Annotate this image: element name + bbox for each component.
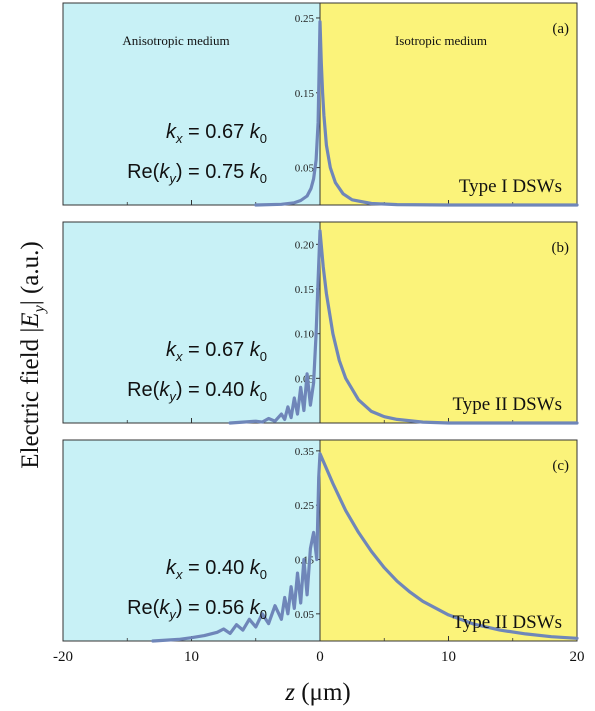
isotropic-region (320, 222, 577, 423)
kx-sub: x (175, 567, 183, 582)
re-ky-var: k (159, 161, 170, 183)
re-ky-parameter: Re(ky) = 0.56 k0 (127, 597, 267, 622)
anisotropic-label: Anisotropic medium (122, 33, 229, 48)
x-tick-labels: -20 10 0 10 20 (53, 649, 585, 665)
re-ky-sub: y (168, 607, 177, 622)
re-ky-open: Re( (127, 379, 160, 401)
y-axis-label-suffix: | (a.u.) (17, 241, 44, 305)
re-ky-unit: k (250, 597, 261, 619)
field-curve (228, 229, 579, 425)
y-axis-label-prefix: Electric field | (17, 328, 44, 469)
re-ky-unit: k (250, 379, 261, 401)
x-tick-label: 0 (316, 649, 324, 665)
panel-a: 0.05 0.15 0.25 (a) Anisotropic medium Isotrop… (62, 2, 579, 207)
x-tick-label: 10 (441, 649, 456, 665)
x-tick-label: -20 (53, 649, 73, 665)
y-tick-label: 0.05 (295, 373, 315, 385)
field-curve (151, 452, 579, 643)
re-ky-open: Re( (127, 161, 160, 183)
y-tick-label: 0.05 (295, 609, 315, 621)
kx-value: = 0.40 (182, 557, 249, 579)
y-tick-label: 0.05 (295, 163, 315, 175)
re-ky-sub: y (168, 389, 177, 404)
y-tick-label: 0.25 (295, 500, 315, 512)
kx-unit-sub: 0 (260, 567, 267, 582)
re-ky-var: k (159, 597, 170, 619)
y-tick-label: 0.10 (295, 329, 315, 341)
kx-sub: x (175, 131, 183, 146)
y-axis-label: Electric field |Ey| (a.u.) (17, 241, 48, 468)
re-ky-unit: k (250, 161, 261, 183)
kx-value: = 0.67 (182, 121, 249, 143)
panel-label: (b) (552, 240, 570, 256)
y-tick-label: 0.25 (295, 13, 315, 25)
re-ky-unit-sub: 0 (260, 389, 267, 404)
panel-label: (a) (552, 21, 569, 37)
y-tick-label: 0.35 (295, 446, 315, 458)
re-ky-open: Re( (127, 597, 160, 619)
x-axis-label-var: z (284, 679, 295, 706)
kx-value: = 0.67 (182, 339, 249, 361)
re-ky-parameter: Re(ky) = 0.75 k0 (127, 161, 267, 186)
re-ky-unit-sub: 0 (260, 171, 267, 186)
re-ky-value: ) = 0.75 (176, 161, 250, 183)
re-ky-unit-sub: 0 (260, 607, 267, 622)
kx-unit-sub: 0 (260, 131, 267, 146)
re-ky-value: ) = 0.56 (176, 597, 250, 619)
kx-var: k (166, 339, 177, 361)
kx-unit-sub: 0 (260, 349, 267, 364)
y-axis-label-sub: y (31, 304, 48, 314)
isotropic-region (320, 3, 577, 205)
kx-parameter: kx = 0.67 k0 (166, 339, 267, 364)
kx-var: k (166, 121, 177, 143)
re-ky-parameter: Re(ky) = 0.40 k0 (127, 379, 267, 404)
dsw-type-label: Type I DSWs (459, 176, 562, 197)
isotropic-region (320, 440, 577, 641)
x-tick-label: 20 (570, 649, 585, 665)
y-tick-label: 0.15 (295, 88, 315, 100)
anisotropic-region (63, 222, 320, 423)
anisotropic-region (63, 3, 320, 205)
re-ky-sub: y (168, 171, 177, 186)
kx-unit: k (250, 121, 261, 143)
panel-label: (c) (552, 458, 569, 474)
re-ky-value: ) = 0.40 (176, 379, 250, 401)
panels: 0.05 0.15 0.25 (a) Anisotropic medium Isotrop… (62, 2, 579, 643)
kx-sub: x (175, 349, 183, 364)
y-axis-label-var: E (17, 312, 44, 328)
y-tick-label: 0.15 (295, 284, 315, 296)
kx-unit: k (250, 339, 261, 361)
re-ky-var: k (159, 379, 170, 401)
x-tick-label: 10 (184, 649, 199, 665)
kx-var: k (166, 557, 177, 579)
x-axis-label: z (μm) (284, 679, 350, 706)
kx-unit: k (250, 557, 261, 579)
dsw-type-label: Type II DSWs (453, 612, 562, 633)
isotropic-label: Isotropic medium (395, 33, 487, 48)
field-curve (254, 20, 579, 207)
y-tick-label: 0.20 (295, 239, 315, 251)
x-axis-label-unit: (μm) (295, 679, 351, 706)
dsw-type-label: Type II DSWs (453, 394, 562, 415)
kx-parameter: kx = 0.40 k0 (166, 557, 267, 582)
kx-parameter: kx = 0.67 k0 (166, 121, 267, 146)
